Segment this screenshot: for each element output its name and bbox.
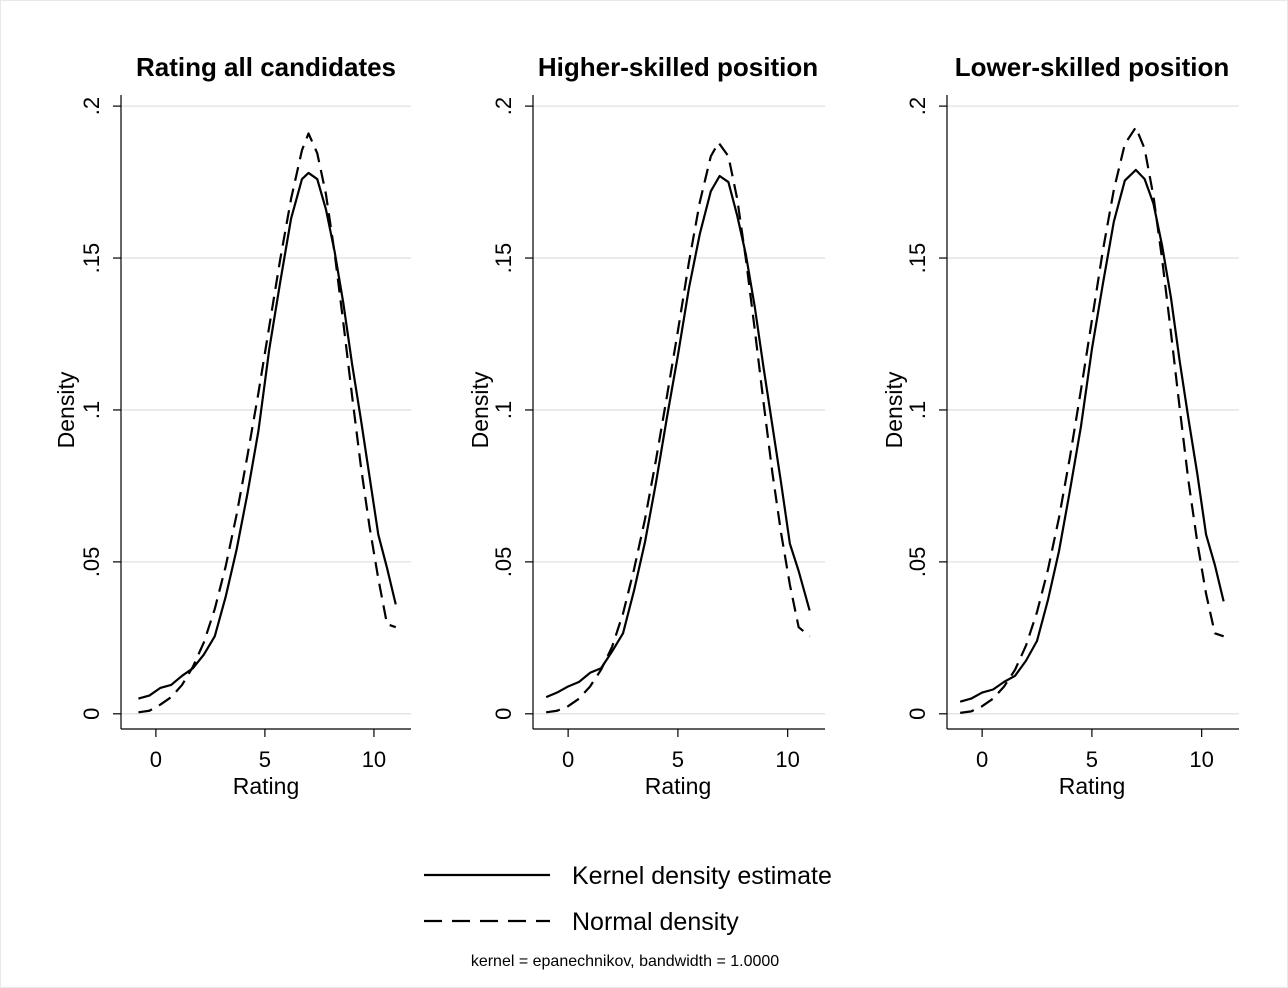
y-axis-label: Density: [467, 371, 493, 448]
figure-note: kernel = epanechnikov, bandwidth = 1.000…: [471, 953, 779, 970]
panel-rating-all-candidates: Rating all candidates 0 .05 .1 .15 .2 0 5 10 R…: [53, 52, 411, 799]
x-tick-label: 5: [672, 747, 684, 772]
y-tick-label: .1: [905, 401, 930, 419]
x-tick-label: 5: [259, 747, 271, 772]
axes: [113, 95, 411, 737]
y-tick-labels: 0 .05 .1 .15 .2: [905, 97, 930, 720]
y-axis-label: Density: [53, 371, 79, 448]
y-tick-labels: 0 .05 .1 .15 .2: [491, 97, 516, 720]
x-tick-label: 0: [150, 747, 162, 772]
kernel-density-line: [959, 168, 1225, 703]
normal-density-line: [138, 132, 397, 714]
y-tick-label: 0: [905, 708, 930, 720]
axes: [939, 95, 1239, 737]
y-tick-label: .2: [79, 97, 104, 115]
kernel-density-line: [545, 174, 811, 699]
grid-lines: [121, 105, 411, 715]
panel-title: Lower-skilled position: [955, 52, 1229, 82]
normal-density-line: [960, 126, 1224, 714]
x-tick-label: 0: [562, 747, 574, 772]
x-tick-label: 5: [1086, 747, 1098, 772]
panel-title: Higher-skilled position: [538, 52, 818, 82]
y-tick-label: .15: [79, 243, 104, 274]
y-tick-label: .15: [491, 243, 516, 274]
grid-lines: [947, 105, 1239, 715]
panel-title: Rating all candidates: [136, 52, 396, 82]
y-tick-label: .15: [905, 243, 930, 274]
series-lines: [959, 126, 1225, 714]
y-tick-label: 0: [491, 708, 516, 720]
legend-label-normal: Normal density: [572, 908, 739, 936]
legend: Kernel density estimate Normal density: [424, 862, 832, 936]
legend-label-kernel: Kernel density estimate: [572, 862, 832, 890]
x-tick-label: 10: [362, 747, 386, 772]
y-tick-label: .05: [905, 547, 930, 578]
series-lines: [545, 141, 811, 714]
y-tick-label: .05: [79, 547, 104, 578]
y-tick-label: 0: [79, 708, 104, 720]
grid-lines: [533, 105, 825, 715]
panel-higher-skilled-position: Higher-skilled position 0 .05 .1 .15 .2 0 5 10…: [467, 52, 825, 799]
x-tick-label: 10: [775, 747, 799, 772]
x-axis-label: Rating: [645, 773, 711, 799]
x-tick-labels: 0 5 10: [150, 747, 386, 772]
x-tick-labels: 0 5 10: [562, 747, 800, 772]
x-tick-label: 10: [1189, 747, 1213, 772]
x-axis-label: Rating: [1059, 773, 1125, 799]
y-axis-label: Density: [881, 371, 907, 448]
x-axis-label: Rating: [233, 773, 299, 799]
axes: [525, 95, 825, 737]
y-tick-label: .2: [491, 97, 516, 115]
panel-lower-skilled-position: Lower-skilled position 0.05.1.15.2 0 5 10 …: [881, 52, 1239, 799]
y-tick-label: .2: [905, 97, 930, 115]
x-tick-labels: 0 5 10: [976, 747, 1214, 772]
series-lines: [138, 132, 397, 714]
y-tick-label: .1: [491, 401, 516, 419]
y-tick-labels: 0 .05 .1 .15 .2: [79, 97, 104, 720]
x-tick-label: 0: [976, 747, 988, 772]
normal-density-line: [546, 141, 811, 714]
kernel-density-line: [138, 171, 397, 700]
y-tick-label: .1: [79, 401, 104, 419]
y-tick-label: .05: [491, 547, 516, 578]
